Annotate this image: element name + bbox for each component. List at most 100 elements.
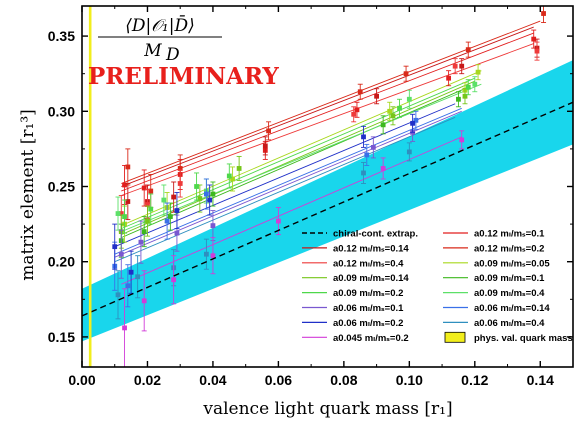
point-marker bbox=[357, 89, 363, 95]
legend-item: phys. val. quark mass bbox=[444, 331, 573, 344]
fit-line-12 bbox=[114, 116, 456, 263]
data-point bbox=[380, 157, 386, 180]
data-point bbox=[203, 178, 209, 210]
legend-item: a0.09 mₗ/mₛ=0.2 bbox=[302, 288, 403, 299]
data-point bbox=[207, 184, 213, 216]
legend-item: a0.06 mₗ/mₛ=0.1 bbox=[302, 303, 404, 314]
point-marker bbox=[145, 218, 150, 224]
point-marker bbox=[174, 208, 180, 213]
data-point bbox=[197, 184, 203, 213]
point-marker bbox=[112, 244, 118, 250]
legend-item: a0.045 mₗ/mₛ=0.2 bbox=[302, 333, 409, 344]
point-marker bbox=[118, 211, 124, 216]
data-point bbox=[403, 65, 409, 82]
fit-line-13 bbox=[121, 136, 462, 285]
point-marker bbox=[167, 214, 173, 219]
legend-label: a0.06 mₗ/mₛ=0.1 bbox=[333, 303, 404, 314]
point-marker bbox=[148, 188, 154, 194]
axes bbox=[81, 5, 574, 368]
point-marker bbox=[145, 202, 150, 207]
legend-item: a0.06 mₗ/mₛ=0.14 bbox=[443, 303, 550, 314]
data-point bbox=[406, 142, 412, 162]
x-tick-label: 0.06 bbox=[265, 372, 292, 388]
data-point bbox=[144, 205, 150, 237]
data-point bbox=[203, 238, 209, 270]
data-point bbox=[370, 136, 376, 159]
point-marker bbox=[262, 143, 268, 149]
point-marker bbox=[203, 251, 209, 257]
point-marker bbox=[465, 47, 471, 53]
point-marker bbox=[403, 71, 409, 77]
legend-label: a0.12 mₗ/mₛ=0.2 bbox=[474, 243, 544, 254]
data-point bbox=[125, 148, 131, 186]
point-marker bbox=[230, 176, 235, 182]
y-tick-label: 0.15 bbox=[48, 329, 75, 345]
point-marker bbox=[541, 11, 546, 16]
data-point bbox=[138, 220, 144, 264]
legend-item: a0.12 mₗ/mₛ=0.14 bbox=[302, 243, 409, 254]
point-marker bbox=[459, 63, 465, 69]
point-marker bbox=[148, 206, 154, 212]
legend-label: a0.06 mₗ/mₛ=0.14 bbox=[474, 303, 550, 314]
data-point bbox=[112, 223, 118, 270]
data-point bbox=[406, 89, 412, 109]
data-point bbox=[465, 79, 471, 96]
point-marker bbox=[397, 105, 402, 111]
point-marker bbox=[475, 69, 481, 75]
y-axis-label: matrix element [r₁³] bbox=[18, 109, 38, 281]
x-tick-label: 0.12 bbox=[461, 372, 488, 388]
preliminary-annotation: PRELIMINARY bbox=[88, 63, 279, 90]
data-point bbox=[455, 91, 461, 108]
point-marker bbox=[141, 229, 147, 235]
data-point bbox=[164, 202, 170, 240]
data-point bbox=[210, 237, 216, 275]
data-point bbox=[465, 41, 471, 58]
y-tick-label: 0.20 bbox=[48, 254, 75, 270]
point-marker bbox=[141, 298, 147, 304]
point-marker bbox=[459, 137, 465, 143]
data-point bbox=[115, 196, 121, 231]
point-marker bbox=[266, 128, 271, 134]
x-tick-label: 0.02 bbox=[134, 372, 161, 388]
legend-label: chiral-cont. extrap. bbox=[333, 229, 418, 240]
point-marker bbox=[141, 185, 147, 191]
point-marker bbox=[354, 107, 360, 113]
legend-swatch bbox=[444, 331, 466, 343]
point-marker bbox=[203, 191, 209, 197]
point-marker bbox=[361, 134, 366, 140]
point-marker bbox=[374, 93, 379, 99]
point-marker bbox=[118, 251, 124, 257]
legend-item: a0.12 mₗ/mₛ=0.2 bbox=[443, 243, 544, 254]
fit-line-1 bbox=[121, 26, 534, 187]
data-point bbox=[148, 193, 154, 225]
point-marker bbox=[210, 191, 216, 197]
point-marker bbox=[115, 292, 121, 298]
x-tick-label: 0.14 bbox=[527, 372, 554, 388]
legend-item: a0.09 mₗ/mₛ=0.05 bbox=[443, 258, 550, 269]
legend-label: a0.09 mₗ/mₛ=0.2 bbox=[333, 288, 403, 299]
data-point bbox=[226, 163, 232, 189]
x-tick-label: 0.08 bbox=[330, 372, 357, 388]
point-marker bbox=[197, 196, 203, 201]
legend-label: a0.06 mₗ/mₛ=0.4 bbox=[474, 318, 545, 329]
point-marker bbox=[207, 197, 213, 203]
legend-label: a0.09 mₗ/mₛ=0.14 bbox=[333, 273, 409, 284]
point-marker bbox=[276, 218, 281, 224]
point-marker bbox=[380, 166, 386, 171]
legend-item: a0.09 mₗ/mₛ=0.4 bbox=[443, 288, 545, 299]
data-point bbox=[413, 110, 419, 130]
formula-denominator-subscript: D bbox=[165, 45, 180, 65]
legend-label: a0.09 mₗ/mₛ=0.4 bbox=[474, 288, 545, 299]
x-tick-label: 0.04 bbox=[199, 372, 226, 388]
data-point bbox=[387, 101, 393, 121]
point-marker bbox=[194, 184, 199, 189]
point-marker bbox=[122, 182, 127, 188]
point-marker bbox=[452, 63, 458, 69]
data-point bbox=[141, 270, 147, 332]
point-marker bbox=[531, 36, 537, 42]
data-point bbox=[397, 98, 403, 118]
point-marker bbox=[364, 152, 370, 158]
point-marker bbox=[161, 197, 167, 203]
point-marker bbox=[122, 325, 127, 331]
point-marker bbox=[210, 253, 216, 259]
